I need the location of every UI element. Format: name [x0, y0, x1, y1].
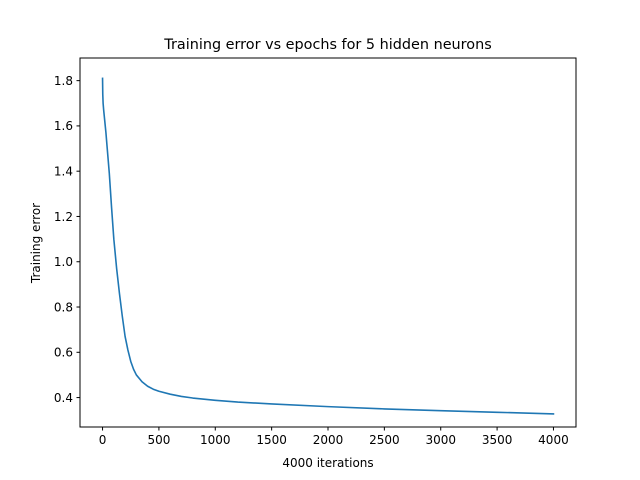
chart-title: Training error vs epochs for 5 hidden ne…: [163, 37, 491, 53]
series-line: [101, 77, 555, 415]
x-tick-label: 0: [99, 433, 107, 447]
plot-layer: [101, 77, 555, 415]
y-tick-label: 1.8: [54, 74, 73, 88]
y-tick-label: 1.2: [54, 210, 73, 224]
x-tick-label: 3500: [482, 433, 513, 447]
y-axis: 0.4 0.6 0.8 1.0 1.2 1.4 1.6 1.8: [54, 74, 80, 405]
y-tick-label: 0.8: [54, 300, 73, 314]
x-tick-label: 4000: [538, 433, 569, 447]
x-tick-label: 2000: [313, 433, 344, 447]
x-tick-label: 500: [147, 433, 170, 447]
x-axis: 0 500 1000 1500 2000 2500 3000 3500 4000: [99, 427, 569, 447]
x-tick-label: 2500: [369, 433, 400, 447]
y-tick-label: 0.6: [54, 346, 73, 360]
y-axis-label: Training error: [29, 203, 43, 284]
x-tick-label: 3000: [425, 433, 456, 447]
x-tick-label: 1500: [256, 433, 287, 447]
x-axis-label: 4000 iterations: [282, 456, 373, 470]
y-tick-label: 1.6: [54, 119, 73, 133]
x-tick-label: 1000: [200, 433, 231, 447]
y-tick-label: 0.4: [54, 391, 73, 405]
y-tick-label: 1.0: [54, 255, 73, 269]
y-tick-label: 1.4: [54, 164, 73, 178]
